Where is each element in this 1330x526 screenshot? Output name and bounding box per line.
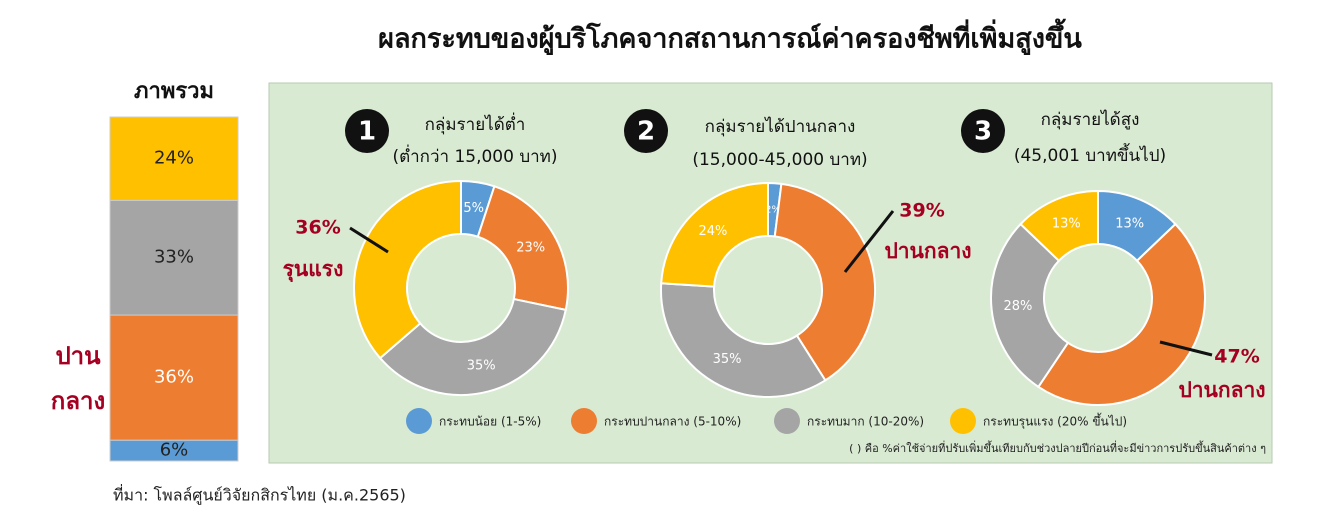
donut-slice [378, 297, 567, 396]
legend-swatch [774, 408, 800, 434]
donut-slice [990, 222, 1070, 389]
legend-label: กระทบน้อย (1-5%) [439, 415, 541, 429]
donut-slice [660, 282, 827, 398]
pie-title: กลุ่มรายได้ปานกลาง [705, 116, 856, 137]
callout-text: รุนแรง [283, 257, 344, 283]
badge [345, 109, 389, 153]
callout-line [843, 210, 895, 273]
donut-slice [353, 179, 462, 360]
callout-text: ปานกลาง [884, 239, 971, 263]
slice-label: 13% [1115, 216, 1144, 231]
pie-title: กลุ่มรายได้ต่ำ [425, 112, 526, 135]
badge-number: 3 [974, 117, 992, 147]
bar-value-label: 6% [160, 440, 189, 461]
slice-label: 28% [1004, 299, 1033, 314]
badge [624, 109, 668, 153]
badge [961, 109, 1005, 153]
bar-annotation: ปาน [55, 342, 101, 370]
slice-label: 35% [467, 358, 496, 373]
slice-label: 23% [516, 240, 545, 255]
slice-label: 13% [1052, 216, 1081, 231]
donut-slice [476, 185, 569, 312]
legend-swatch [406, 408, 432, 434]
slice-label: 24% [698, 224, 727, 239]
badge-number: 2 [637, 117, 655, 147]
donut-slice [773, 182, 876, 382]
badge-number: 1 [358, 117, 376, 147]
pie-subtitle: (15,000-45,000 บาท) [692, 150, 867, 170]
bar-annotation: กลาง [51, 387, 105, 415]
donut-slice [660, 181, 769, 288]
callout-line [349, 226, 389, 254]
legend-label: กระทบปานกลาง (5-10%) [604, 415, 741, 429]
donut-slice [1036, 222, 1206, 406]
slice-label: 2% [765, 205, 781, 216]
legend-swatch [571, 408, 597, 434]
title: ผลกระทบของผู้บริโภคจากสถานการณ์ค่าครองชี… [378, 18, 1082, 56]
bar-title: ภาพรวม [134, 79, 214, 104]
bar-segment [109, 314, 239, 441]
slice-label: 5% [463, 201, 484, 216]
pie-subtitle: (ต่ำกว่า 15,000 บาท) [392, 144, 557, 167]
callout-value: 39% [899, 200, 944, 222]
legend-label: กระทบรุนแรง (20% ขึ้นไป) [983, 413, 1127, 430]
callout-value: 47% [1214, 346, 1259, 368]
callout-value: 36% [295, 217, 340, 239]
slice-label: 35% [713, 352, 742, 367]
source: ที่มา: โพลล์ศูนย์วิจัยกสิกรไทย (ม.ค.2565… [113, 484, 406, 506]
legend-label: กระทบมาก (10-20%) [807, 415, 924, 429]
callout-line [1159, 340, 1213, 357]
legend-swatch [950, 408, 976, 434]
bar-value-label: 24% [154, 148, 194, 169]
callout-text: ปานกลาง [1178, 378, 1265, 402]
footnote: ( ) คือ %ค่าใช้จ่ายที่ปรับเพิ่มขึ้นเทียบ… [849, 440, 1266, 455]
panel [268, 82, 1273, 464]
bar-value-label: 36% [154, 367, 194, 388]
bar-value-label: 33% [154, 247, 194, 268]
donut-slice [1019, 189, 1099, 263]
pie-subtitle: (45,001 บาทขึ้นไป) [1014, 143, 1166, 166]
bar-segment [109, 116, 239, 201]
pie-title: กลุ่มรายได้สูง [1041, 109, 1140, 130]
